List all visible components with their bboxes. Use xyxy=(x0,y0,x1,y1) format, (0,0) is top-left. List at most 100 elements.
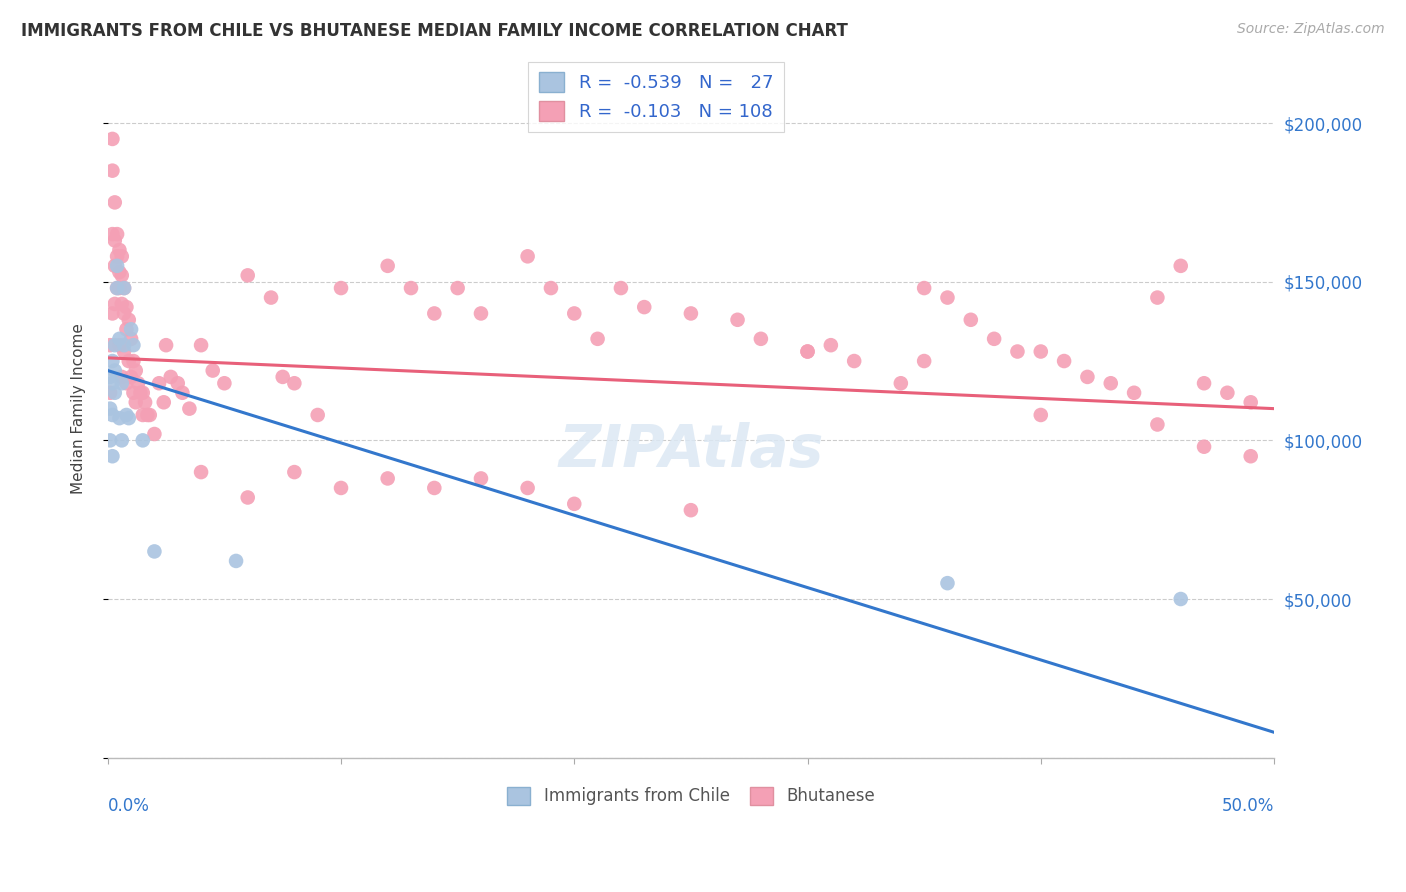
Point xyxy=(307,408,329,422)
Point xyxy=(1146,417,1168,432)
Point xyxy=(1146,291,1168,305)
Point xyxy=(1170,592,1192,607)
Point xyxy=(143,427,166,442)
Point xyxy=(936,576,959,591)
Point xyxy=(844,354,866,368)
Point xyxy=(271,370,294,384)
Point xyxy=(134,395,156,409)
Point xyxy=(201,363,224,377)
Point xyxy=(470,306,492,320)
Point xyxy=(101,227,124,241)
Point xyxy=(377,259,399,273)
Point xyxy=(122,354,145,368)
Point xyxy=(166,376,188,391)
Point xyxy=(120,370,142,384)
Point xyxy=(236,268,259,283)
Point xyxy=(104,385,127,400)
Point xyxy=(679,306,702,320)
Point xyxy=(111,376,134,391)
Point xyxy=(172,385,194,400)
Point xyxy=(399,281,422,295)
Point xyxy=(562,306,585,320)
Point xyxy=(115,300,138,314)
Point xyxy=(115,322,138,336)
Point xyxy=(129,385,152,400)
Point xyxy=(1216,385,1239,400)
Point xyxy=(136,408,159,422)
Point xyxy=(423,481,446,495)
Text: Source: ZipAtlas.com: Source: ZipAtlas.com xyxy=(1237,22,1385,37)
Point xyxy=(283,465,305,479)
Point xyxy=(112,338,135,352)
Point xyxy=(190,465,212,479)
Point xyxy=(111,249,134,263)
Point xyxy=(1099,376,1122,391)
Point xyxy=(1123,385,1146,400)
Point xyxy=(108,281,131,295)
Point xyxy=(120,322,142,336)
Point xyxy=(796,344,818,359)
Point xyxy=(112,281,135,295)
Point xyxy=(516,481,538,495)
Point xyxy=(105,249,128,263)
Point xyxy=(155,338,177,352)
Point xyxy=(98,385,121,400)
Point xyxy=(111,297,134,311)
Text: ZIPAtlas: ZIPAtlas xyxy=(558,422,824,479)
Point xyxy=(633,300,655,314)
Point xyxy=(104,338,127,352)
Point xyxy=(1007,344,1029,359)
Point xyxy=(118,313,141,327)
Point xyxy=(98,434,121,448)
Point xyxy=(225,554,247,568)
Point xyxy=(330,481,353,495)
Point xyxy=(98,338,121,352)
Point xyxy=(105,227,128,241)
Point xyxy=(122,385,145,400)
Point xyxy=(127,376,149,391)
Legend: Immigrants from Chile, Bhutanese: Immigrants from Chile, Bhutanese xyxy=(501,780,882,812)
Point xyxy=(214,376,236,391)
Point xyxy=(108,332,131,346)
Point xyxy=(423,306,446,320)
Point xyxy=(912,281,935,295)
Point xyxy=(236,491,259,505)
Point xyxy=(890,376,912,391)
Point xyxy=(936,291,959,305)
Point xyxy=(143,544,166,558)
Point xyxy=(610,281,633,295)
Text: 0.0%: 0.0% xyxy=(108,797,149,814)
Point xyxy=(112,344,135,359)
Point xyxy=(111,434,134,448)
Point xyxy=(101,163,124,178)
Point xyxy=(101,376,124,391)
Point xyxy=(179,401,201,416)
Point xyxy=(108,338,131,352)
Point xyxy=(330,281,353,295)
Point xyxy=(820,338,842,352)
Y-axis label: Median Family Income: Median Family Income xyxy=(72,323,86,494)
Point xyxy=(108,243,131,257)
Point xyxy=(540,281,562,295)
Point xyxy=(377,471,399,485)
Point xyxy=(796,344,818,359)
Point xyxy=(104,234,127,248)
Point xyxy=(118,411,141,425)
Point xyxy=(105,259,128,273)
Point xyxy=(108,411,131,425)
Point xyxy=(586,332,609,346)
Point xyxy=(122,338,145,352)
Point xyxy=(118,354,141,368)
Point xyxy=(115,376,138,391)
Point xyxy=(1029,344,1052,359)
Point xyxy=(727,313,749,327)
Point xyxy=(108,265,131,279)
Point xyxy=(98,370,121,384)
Point xyxy=(446,281,468,295)
Point xyxy=(104,297,127,311)
Point xyxy=(983,332,1005,346)
Point xyxy=(152,395,174,409)
Point xyxy=(101,306,124,320)
Point xyxy=(115,408,138,422)
Point xyxy=(1240,395,1263,409)
